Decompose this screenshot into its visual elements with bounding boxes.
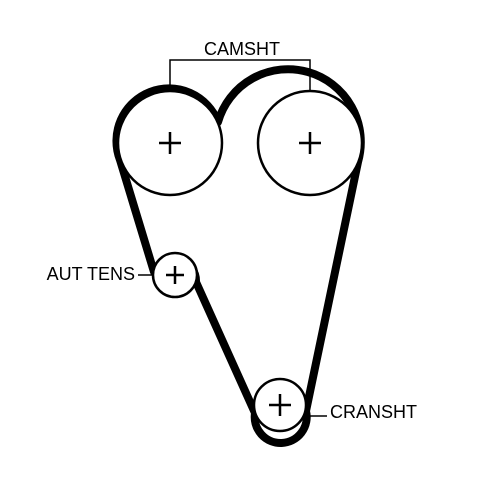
- belt-routing-diagram: CAMSHT AUT TENS CRANSHT: [0, 0, 500, 500]
- tensioner-pulley: [153, 253, 197, 297]
- camshaft-pulley-left: [118, 91, 222, 195]
- crankshaft-pulley: [254, 379, 306, 431]
- tensioner-label: AUT TENS: [47, 264, 135, 284]
- camshaft-label: CAMSHT: [204, 39, 280, 59]
- crankshaft-label: CRANSHT: [330, 402, 417, 422]
- camshaft-pulley-right: [258, 91, 362, 195]
